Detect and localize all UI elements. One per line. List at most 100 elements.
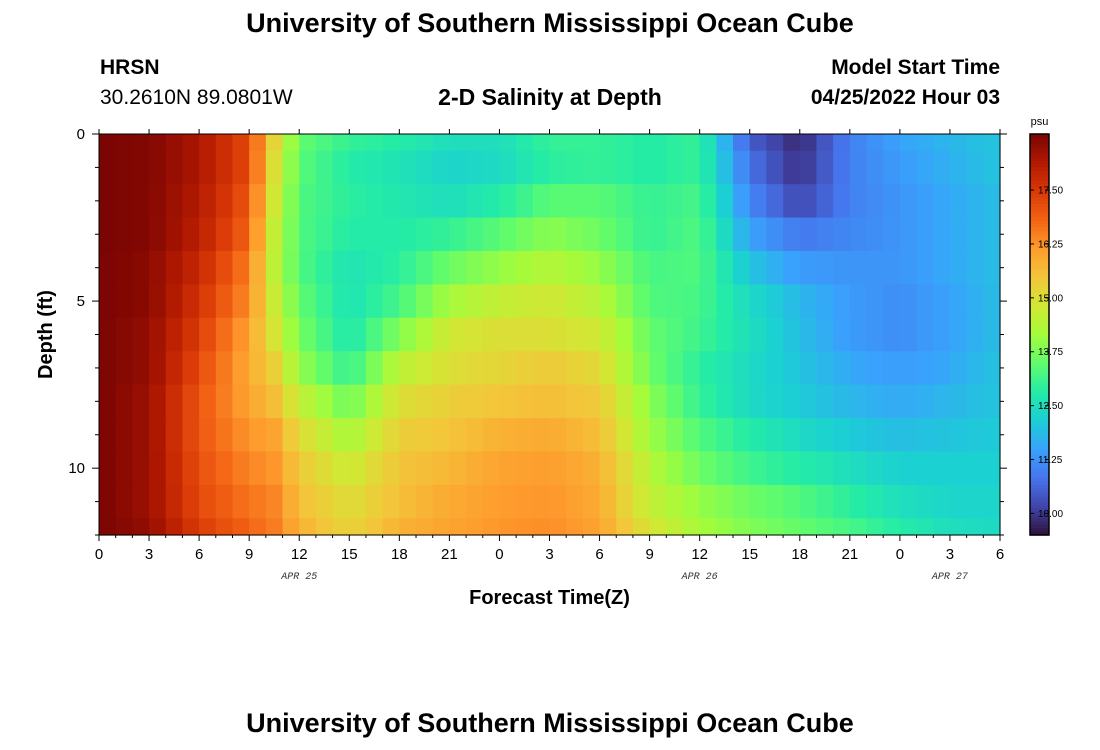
heatmap-cell: [582, 184, 601, 219]
heatmap-cell: [399, 250, 417, 285]
heatmap-cell: [866, 184, 884, 219]
heatmap-cell: [599, 317, 617, 352]
heatmap-cell: [949, 184, 968, 219]
heatmap-cell: [949, 217, 968, 252]
heatmap-cell: [165, 150, 184, 185]
heatmap-cell: [532, 217, 551, 252]
heatmap-cell: [733, 250, 751, 285]
heatmap-cell: [315, 418, 334, 453]
heatmap-cell: [532, 484, 551, 519]
heatmap-cell: [249, 484, 267, 519]
colorbar-segment: [1030, 157, 1049, 162]
colorbar-segment: [1030, 194, 1049, 199]
heatmap-cell: [566, 134, 584, 152]
heatmap-cell: [682, 250, 701, 285]
heatmap-cell: [215, 418, 234, 453]
heatmap-cell: [365, 317, 384, 352]
heatmap-cell: [983, 351, 1001, 386]
heatmap-cell: [716, 384, 734, 419]
heatmap-cell: [165, 351, 184, 386]
heatmap-cell: [866, 284, 884, 319]
colorbar-segment: [1030, 264, 1049, 269]
heatmap-cell: [783, 418, 801, 453]
heatmap-cell: [449, 217, 467, 252]
heatmap-cell: [365, 184, 384, 219]
colorbar-tick-label: 11.25: [1038, 455, 1063, 466]
heatmap-cell: [432, 518, 450, 536]
colorbar-segment: [1030, 307, 1049, 312]
colorbar-segment: [1030, 297, 1049, 302]
heatmap-cell: [516, 150, 534, 185]
heatmap-cell: [699, 484, 717, 519]
x-tick-label: 21: [441, 546, 458, 563]
heatmap-cell: [849, 134, 868, 152]
colorbar: 10.00 11.25 12.50 13.75 15.00 16.25 17.50: [1029, 133, 1063, 536]
heatmap-cell: [766, 451, 784, 486]
heatmap-cell: [382, 184, 400, 219]
colorbar-segment: [1030, 474, 1049, 479]
heatmap-cell: [849, 150, 868, 185]
colorbar-segment: [1030, 411, 1049, 416]
heatmap-cell: [766, 184, 784, 219]
heatmap-cell: [949, 134, 968, 152]
heatmap-cell: [966, 518, 984, 536]
heatmap-cell: [949, 317, 968, 352]
heatmap-cell: [265, 351, 284, 386]
heatmap-cell: [749, 317, 768, 352]
heatmap-cell: [816, 351, 834, 386]
heatmap-cell: [866, 250, 884, 285]
heatmap-cell: [549, 451, 567, 486]
x-tick-label: 3: [946, 546, 954, 563]
heatmap-cell: [416, 250, 434, 285]
heatmap-cell: [799, 184, 818, 219]
colorbar-segment: [1030, 531, 1049, 536]
heatmap-cell: [716, 518, 734, 536]
colorbar-segment: [1030, 184, 1049, 189]
heatmap-cell: [382, 150, 400, 185]
heatmap-cell: [899, 317, 918, 352]
heatmap-cell: [365, 451, 384, 486]
heatmap-cell: [599, 384, 617, 419]
heatmap-cell: [916, 150, 934, 185]
x-tick-label: 0: [95, 546, 103, 563]
heatmap-cell: [566, 451, 584, 486]
heatmap-cell: [265, 317, 284, 352]
colorbar-segment: [1030, 478, 1049, 483]
colorbar-segment: [1030, 204, 1049, 209]
colorbar-segment: [1030, 247, 1049, 252]
heatmap-cell: [933, 351, 951, 386]
heatmap-cell: [783, 451, 801, 486]
heatmap-cell: [833, 317, 851, 352]
heatmap-cell: [699, 451, 717, 486]
heatmap-cell: [99, 518, 117, 536]
heatmap-cell: [599, 217, 617, 252]
heatmap-cell: [599, 418, 617, 453]
heatmap-cell: [549, 184, 567, 219]
heatmap-cell: [799, 150, 818, 185]
colorbar-segment: [1030, 317, 1049, 322]
heatmap-cell: [249, 134, 267, 152]
heatmap-cell: [933, 150, 951, 185]
heatmap-cell: [182, 250, 200, 285]
heatmap-cell: [532, 134, 551, 152]
heatmap-cell: [99, 351, 117, 386]
heatmap-cell: [532, 184, 551, 219]
colorbar-segment: [1030, 448, 1049, 453]
heatmap-cell: [315, 451, 334, 486]
heatmap-cell: [616, 384, 634, 419]
heatmap-cell: [833, 518, 851, 536]
heatmap-cell: [916, 518, 934, 536]
heatmap-cell: [699, 351, 717, 386]
heatmap-cell: [349, 134, 367, 152]
heatmap-cell: [215, 317, 234, 352]
heatmap-cell: [382, 351, 400, 386]
heatmap-cell: [949, 351, 968, 386]
heatmap-cell: [899, 518, 918, 536]
colorbar-segment: [1030, 327, 1049, 332]
station-name: HRSN: [100, 56, 160, 79]
x-tick-label: 6: [996, 546, 1004, 563]
heatmap-cell: [165, 134, 184, 152]
colorbar-segment: [1030, 498, 1049, 503]
heatmap-cell: [265, 484, 284, 519]
